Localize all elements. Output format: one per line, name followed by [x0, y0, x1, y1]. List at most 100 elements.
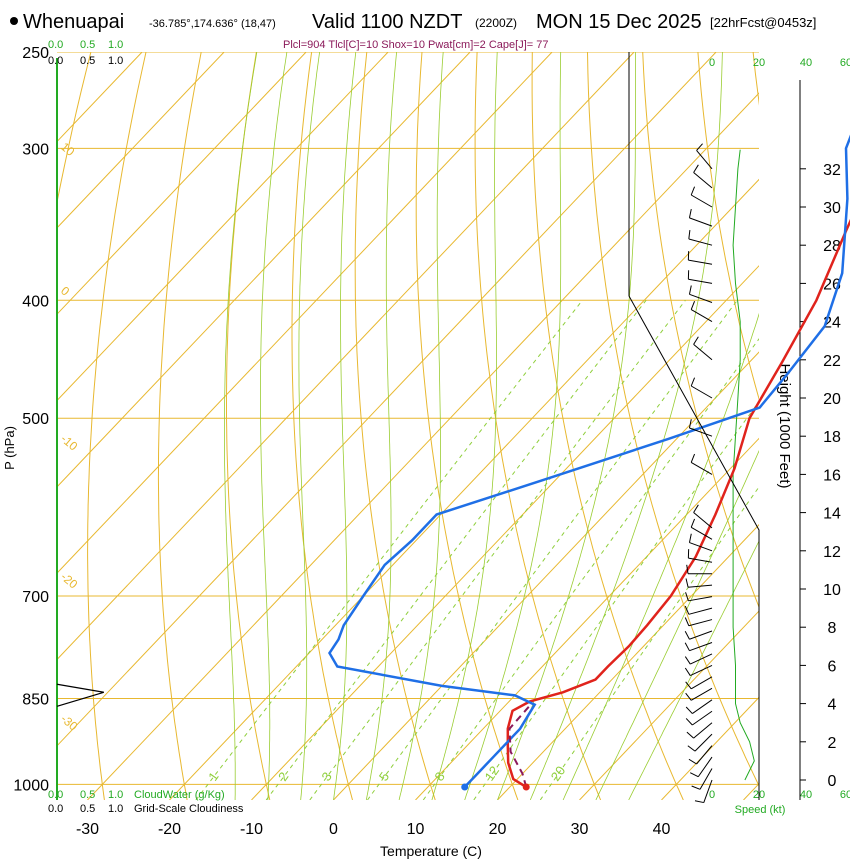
cloudwater-label: CloudWater (g/Kg) [134, 789, 225, 801]
wind-panel: 0 0 20 20 40 40 60 60 Speed (kt) 0 2 4 6 8 10 12 14 16 18 2… [709, 57, 850, 816]
cloudiness-tick-top: 1.0 [108, 55, 123, 67]
isotherm-line [57, 52, 471, 488]
speed-axis-label: Speed (kt) [735, 804, 786, 816]
mixing-ratio-label: 5 [376, 769, 392, 784]
isotherm-line [87, 92, 759, 800]
parcel-params: Plcl=904 Tlcl[C]=10 Shox=10 Pwat[cm]=2 C… [283, 39, 548, 51]
isotherm-line [57, 52, 307, 315]
mixing-ratio-label: 2 [275, 769, 291, 784]
isotherm-line [333, 351, 759, 800]
forecast-info: [22hrFcst@0453z] [710, 15, 816, 30]
isotherm-line [579, 610, 759, 800]
parcel-line [508, 704, 532, 788]
dry-adiabat-line [226, 52, 271, 800]
wind-barb [687, 733, 713, 752]
height-tick-label: 6 [828, 658, 837, 675]
isotherm-line [57, 52, 553, 574]
mixing-ratio-label: 3 [318, 769, 334, 784]
cloudwater-tick-bottom: 0.5 [80, 789, 95, 801]
moist-adiabat-line [497, 52, 636, 800]
dry-adiabat-line [474, 52, 602, 800]
temperature-line [506, 218, 850, 789]
moist-adiabat-line [333, 52, 357, 800]
pressure-tick-label: 500 [22, 411, 49, 428]
dry-adiabat-line [415, 52, 519, 800]
cloudwater-tick-top: 0.0 [48, 39, 63, 51]
cloudwater-tick-top: 0.5 [80, 39, 95, 51]
wind-barb [693, 336, 713, 361]
height-tick-label: 2 [828, 735, 837, 752]
moist-adiabat-line [259, 52, 288, 800]
cloudiness-label: Grid-Scale Cloudiness [134, 803, 244, 815]
wind-barb [693, 504, 713, 529]
wind-barb [687, 270, 713, 284]
wind-barb [687, 251, 713, 265]
wind-barb [690, 518, 713, 540]
height-tick-label: 16 [823, 467, 841, 484]
cloudiness-tick-bottom: 0.0 [48, 803, 63, 815]
speed-tick-top: 40 [800, 57, 812, 69]
wind-barb [691, 768, 713, 790]
skew-boundary-line [628, 52, 760, 800]
dry-adiabat-label: -10 [58, 432, 81, 454]
wind-barb [688, 745, 713, 765]
cloudwater-tick-bottom: 0.0 [48, 789, 63, 801]
wind-barb [684, 642, 713, 652]
wind-barb [690, 453, 713, 475]
mixing-ratio-label: 12 [482, 763, 503, 783]
dry-adiabat-line [354, 52, 436, 800]
pressure-tick-label: 700 [22, 589, 49, 606]
isotherm-line [57, 52, 389, 402]
dry-adiabat-label: 10 [58, 140, 77, 160]
height-tick-label: 12 [823, 544, 841, 561]
pressure-axis-label: P (hPa) [2, 426, 17, 470]
height-tick-label: 22 [823, 353, 841, 370]
cloudiness-tick-top: 0.0 [48, 55, 63, 67]
cloudwater-tick-top: 1.0 [108, 39, 123, 51]
mixing-ratio-label: 8 [431, 769, 447, 784]
wind-barbs [684, 143, 713, 804]
temperature-tick-label: 30 [571, 821, 589, 838]
wind-speed-line [732, 149, 755, 781]
wind-barb [688, 229, 713, 246]
pressure-tick-label: 850 [22, 692, 49, 709]
moist-adiabat-line [595, 450, 759, 800]
dry-adiabat-line [531, 52, 684, 800]
temperature-tick-label: 40 [653, 821, 671, 838]
isotherm-line [57, 52, 635, 661]
wind-barb [688, 533, 713, 552]
wind-barb [688, 419, 713, 437]
cloudiness-tick-bottom: 0.5 [80, 803, 95, 815]
wind-barb [685, 592, 713, 602]
isotherm-line [497, 524, 759, 800]
dry-adiabat-line [587, 52, 759, 787]
speed-tick-top: 0 [709, 57, 715, 69]
isotherm-line [251, 265, 759, 800]
mixing-ratio-label: 1 [205, 769, 221, 784]
isotherm-line [169, 178, 759, 800]
temperature-tick-label: 10 [407, 821, 425, 838]
speed-tick-bottom: 0 [709, 789, 715, 801]
temperature-tick-label: -30 [76, 821, 99, 838]
moist-adiabat-line [365, 52, 397, 800]
mixing-ratio-line [539, 486, 759, 800]
mixing-ratio-line [309, 299, 686, 800]
temperature-tick-label: 0 [329, 821, 338, 838]
wind-barb [685, 578, 713, 588]
surface-dewpoint-marker [461, 783, 469, 791]
moist-adiabat-line [298, 52, 320, 800]
speed-tick-bottom: 60 [840, 789, 850, 801]
dry-adiabat-label: 0 [58, 284, 72, 299]
wind-barb [688, 208, 713, 227]
station-coords: -36.785°,174.636° (18,47) [149, 18, 276, 30]
wind-barb [685, 699, 713, 714]
wind-barb [687, 549, 713, 563]
height-tick-label: 20 [823, 391, 841, 408]
moist-adiabat-line [431, 52, 498, 800]
cloudiness-tick-bottom: 1.0 [108, 803, 123, 815]
height-tick-label: 32 [823, 162, 841, 179]
mixing-ratio-line [265, 299, 647, 800]
height-tick-label: 10 [823, 582, 841, 599]
speed-tick-top: 60 [840, 57, 850, 69]
height-tick-label: 30 [823, 200, 841, 217]
